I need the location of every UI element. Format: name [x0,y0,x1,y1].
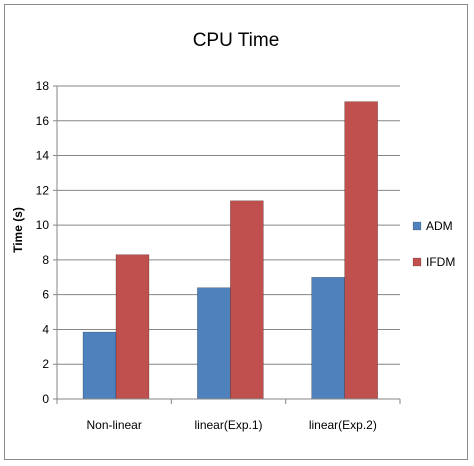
bar-ifdm-2 [344,101,378,400]
y-tick-label: 16 [36,114,50,128]
x-category-label: linear(Exp.2) [309,418,377,432]
x-category-label: Non-linear [86,418,141,432]
y-tick-label: 18 [36,79,50,93]
axes [53,85,401,404]
legend-swatch-ifdm [412,257,422,267]
y-tick-label: 14 [36,149,50,163]
y-tick-label: 4 [42,322,49,336]
y-tick-label: 0 [42,392,49,406]
y-tick-label: 2 [42,357,49,371]
legend-swatch-adm [412,221,422,231]
bar-adm-1 [197,287,231,400]
y-tick-label: 10 [36,218,50,232]
legend: ADM IFDM [412,219,455,269]
chart-title: CPU Time [193,30,280,51]
y-tick-label: 12 [36,183,50,197]
y-tick-labels: 0 2 4 6 8 10 12 14 16 18 [36,79,50,406]
y-axis-label: Time (s) [11,207,25,253]
bar-adm-0 [82,331,117,400]
legend-label-ifdm: IFDM [426,255,455,269]
bar-ifdm-0 [115,254,150,400]
bar-adm-2 [311,276,345,400]
x-category-labels: Non-linear linear(Exp.1) linear(Exp.2) [86,418,376,432]
y-tick-label: 6 [42,288,49,302]
legend-label-adm: ADM [426,219,453,233]
y-tick-label: 8 [42,253,49,267]
bar-ifdm-1 [230,200,264,400]
x-category-label: linear(Exp.1) [194,418,262,432]
bars [82,101,378,400]
